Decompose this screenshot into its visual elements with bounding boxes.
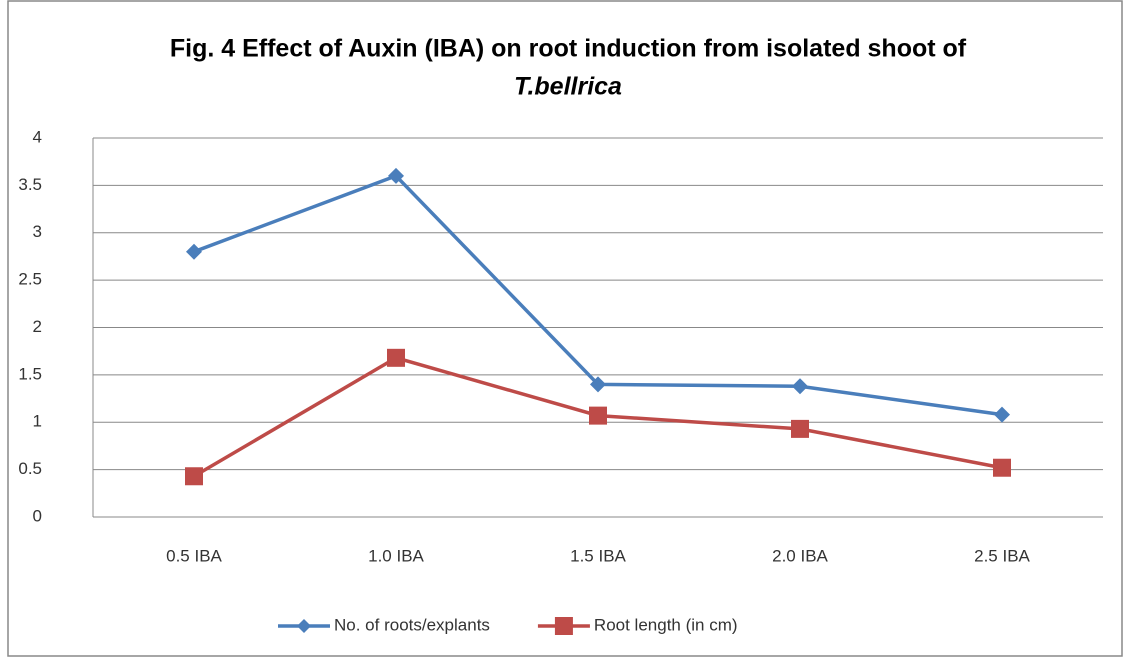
legend-label: Root length (in cm) — [594, 615, 738, 634]
data-point — [388, 167, 404, 184]
y-tick-label: 0 — [33, 506, 42, 525]
data-point — [994, 406, 1010, 423]
y-tick-label: 2 — [33, 317, 42, 336]
x-tick-label: 2.5 IBA — [974, 546, 1030, 565]
legend-label: No. of roots/explants — [334, 615, 490, 634]
x-tick-label: 0.5 IBA — [166, 546, 222, 565]
x-tick-label: 1.5 IBA — [570, 546, 626, 565]
y-tick-label: 3.5 — [18, 175, 42, 194]
x-tick-label: 2.0 IBA — [772, 546, 828, 565]
data-point — [590, 376, 606, 393]
data-point — [791, 419, 809, 438]
y-tick-label: 2.5 — [18, 270, 42, 289]
y-tick-label: 4 — [33, 127, 42, 146]
y-tick-label: 3 — [33, 222, 42, 241]
y-tick-label: 0.5 — [18, 459, 42, 478]
chart-title: Fig. 4 Effect of Auxin (IBA) on root ind… — [170, 35, 967, 63]
data-point — [186, 243, 202, 260]
y-tick-label: 1 — [33, 412, 42, 431]
y-tick-label: 1.5 — [18, 364, 42, 383]
legend-marker — [297, 619, 311, 633]
data-point — [792, 378, 808, 395]
data-point — [589, 406, 607, 425]
chart-title-line2: T.bellrica — [514, 73, 622, 101]
data-point — [387, 348, 405, 367]
legend-marker — [554, 617, 573, 635]
data-point — [185, 467, 203, 486]
chart-frame — [7, 0, 1123, 657]
x-tick-label: 1.0 IBA — [368, 546, 424, 565]
data-point — [993, 458, 1011, 477]
